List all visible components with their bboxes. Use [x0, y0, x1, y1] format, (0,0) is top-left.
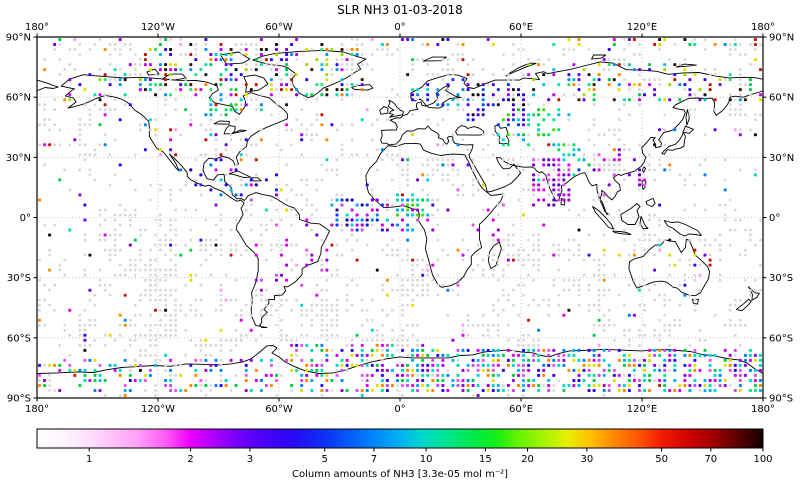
coastline-path — [620, 203, 641, 225]
colorbar-tick-label: 20 — [521, 454, 534, 465]
coastline-path — [60, 74, 331, 329]
lon-tick-label: 180° — [25, 404, 49, 415]
colorbar-tick-label: 7 — [371, 454, 377, 465]
coastline-path — [675, 63, 697, 68]
lon-tick-label: 60°E — [509, 404, 533, 415]
coastline-path — [645, 197, 656, 207]
coastline-path — [422, 56, 447, 62]
coastline-path — [365, 142, 505, 288]
coastline-path — [161, 73, 187, 81]
coastline-path — [685, 109, 690, 126]
coastline-path — [639, 216, 649, 229]
colorbar-tick-label: 70 — [704, 454, 717, 465]
lon-tick-label: 180° — [25, 22, 49, 33]
graticule-gridlines — [37, 37, 763, 398]
axis-tick-labels: 180° 180° 120°W 120°W 60°W 60°W 0° 0° 60°E 60°E 12… — [6, 22, 794, 415]
coastline-path — [663, 220, 702, 237]
lon-tick-label: 60°W — [265, 404, 293, 415]
colorbar-ticks — [88, 448, 764, 452]
colorbar: 1 2 3 5 7 10 15 20 30 50 70 100 Column amounts of N… — [36, 428, 773, 480]
lat-tick-label: 30°S — [769, 273, 793, 284]
coastline-path — [691, 298, 699, 305]
colorbar-tick-label: 50 — [655, 454, 668, 465]
coastline-path — [213, 120, 230, 125]
coastline-path — [36, 79, 59, 92]
coastline-path — [628, 238, 711, 297]
coastline-path — [735, 298, 752, 312]
coastline-path — [748, 286, 760, 301]
lon-tick-label: 120°E — [627, 22, 657, 33]
coastline-path — [591, 54, 607, 60]
colorbar-tick-label: 3 — [247, 454, 253, 465]
coastline-path — [641, 166, 647, 173]
coastline-path — [612, 230, 632, 235]
lat-tick-label: 0° — [769, 213, 780, 224]
lat-tick-label: 90°N — [6, 33, 31, 44]
coastline-path — [220, 51, 251, 65]
lat-tick-label: 30°N — [6, 153, 31, 164]
lon-tick-label: 180° — [751, 404, 775, 415]
lon-tick-label: 60°E — [509, 22, 533, 33]
colorbar-gradient — [36, 428, 764, 449]
coastline-path — [380, 61, 764, 215]
lat-tick-label: 60°N — [769, 93, 794, 104]
lat-tick-label: 0° — [20, 213, 31, 224]
lon-tick-label: 0° — [394, 22, 405, 33]
lat-tick-label: 30°N — [769, 153, 794, 164]
colorbar-tick-label: 5 — [321, 454, 327, 465]
chart-title: SLR NH3 01-03-2018 — [337, 3, 463, 17]
coastline-path — [379, 106, 389, 115]
coastline-path — [231, 129, 247, 134]
colorbar-tick-label: 100 — [753, 454, 772, 465]
coastline-path — [487, 241, 502, 270]
lat-tick-label: 60°S — [769, 333, 793, 344]
coastline-path — [592, 206, 615, 230]
coastline-path — [387, 99, 404, 118]
coastline-path — [228, 170, 251, 179]
lon-tick-label: 0° — [394, 404, 405, 415]
lon-tick-label: 120°W — [141, 404, 175, 415]
lat-tick-label: 60°S — [7, 333, 31, 344]
colorbar-tick-labels: 1 2 3 5 7 10 15 20 30 50 70 100 — [86, 454, 773, 465]
lat-tick-label: 90°S — [769, 394, 793, 405]
colorbar-tick-label: 1 — [86, 454, 92, 465]
coastlines — [36, 49, 764, 374]
lon-tick-label: 180° — [751, 22, 775, 33]
lat-tick-label: 30°S — [7, 273, 31, 284]
lon-tick-label: 120°E — [627, 404, 657, 415]
nh3-data-dots — [38, 38, 762, 397]
coastline-path — [505, 62, 537, 77]
colorbar-tick-label: 10 — [420, 454, 433, 465]
coastline-path — [455, 125, 485, 136]
colorbar-axis-label: Column amounts of NH3 [3.3e-05 mol m⁻²] — [292, 469, 508, 480]
coastline-path — [351, 84, 374, 91]
colorbar-tick-label: 15 — [479, 454, 492, 465]
lon-tick-label: 60°W — [265, 22, 293, 33]
coastline-path — [243, 74, 269, 93]
lat-tick-label: 90°N — [769, 33, 794, 44]
colorbar-tick-label: 30 — [580, 454, 593, 465]
missing-data-dots — [38, 38, 762, 397]
lat-tick-label: 60°N — [6, 93, 31, 104]
lat-tick-label: 90°S — [7, 394, 31, 405]
coastline-path — [252, 49, 367, 99]
axis-ticks — [33, 33, 767, 402]
colorbar-tick-label: 2 — [187, 454, 193, 465]
coastline-path — [146, 68, 160, 76]
coastline-path — [661, 125, 694, 155]
lon-tick-label: 120°W — [141, 22, 175, 33]
